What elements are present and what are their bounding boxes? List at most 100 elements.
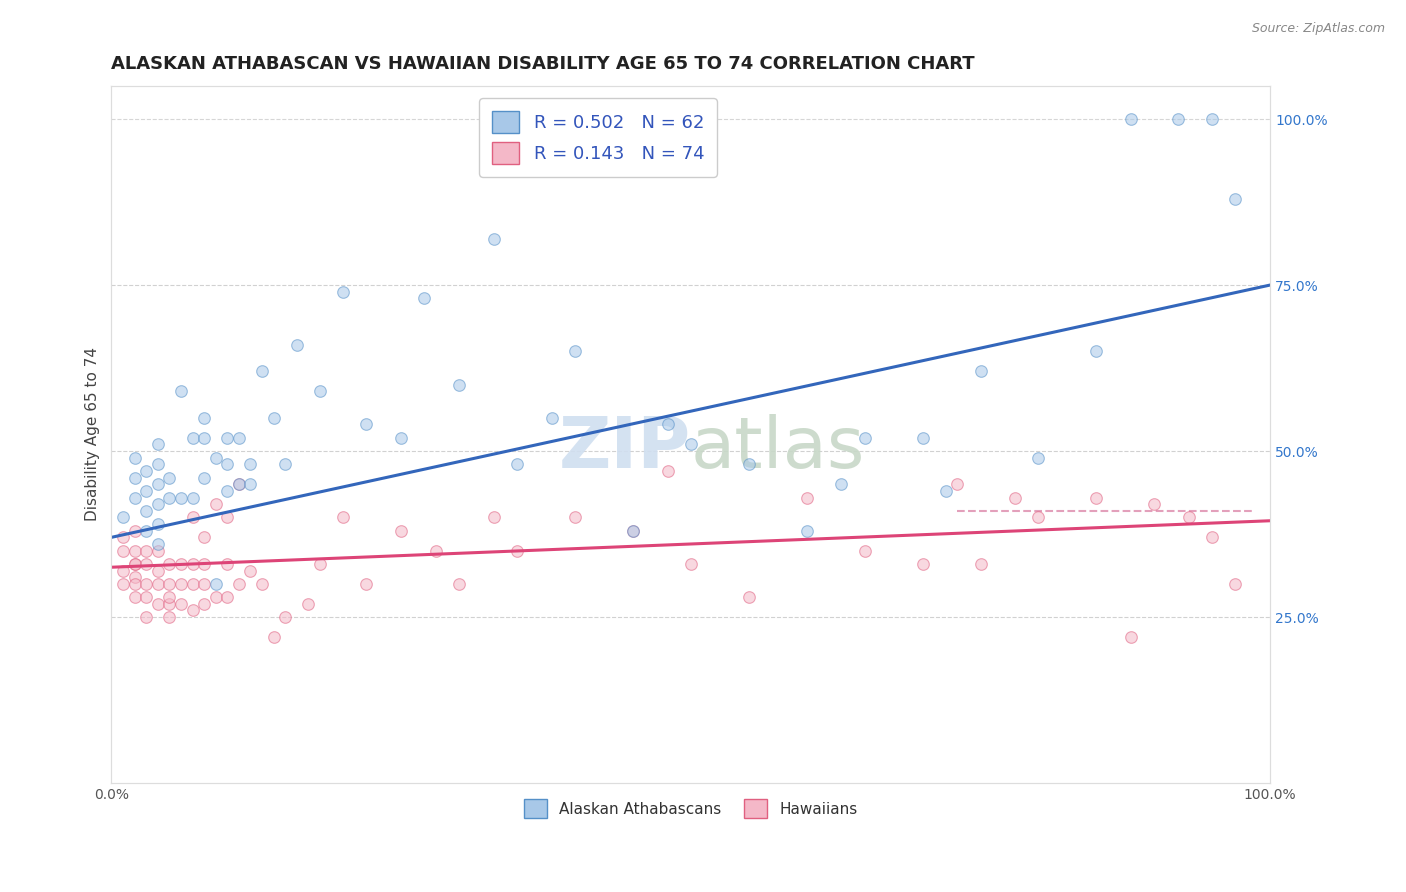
Point [146,597,169,611]
Point [217,431,239,445]
Point [911,431,934,445]
Point [621,524,644,538]
Point [1201,112,1223,126]
Text: atlas: atlas [690,414,865,483]
Point [157,577,180,591]
Point [228,477,250,491]
Point [124,577,146,591]
Point [1085,344,1108,359]
Point [135,610,157,624]
Point [146,543,169,558]
Point [146,537,169,551]
Point [506,458,529,472]
Point [657,417,679,432]
Text: ALASKAN ATHABASCAN VS HAWAIIAN DISABILITY AGE 65 TO 74 CORRELATION CHART: ALASKAN ATHABASCAN VS HAWAIIAN DISABILIT… [111,55,974,73]
Point [181,510,204,524]
Point [1028,450,1050,465]
Point [146,458,169,472]
Point [217,458,239,472]
Point [157,470,180,484]
Point [217,557,239,571]
Point [679,557,702,571]
Point [1004,491,1026,505]
Point [263,410,285,425]
Point [170,597,193,611]
Point [135,557,157,571]
Point [425,543,447,558]
Point [181,603,204,617]
Point [935,483,957,498]
Point [250,364,273,378]
Point [124,557,146,571]
Point [204,497,226,511]
Point [181,557,204,571]
Point [239,564,262,578]
Point [124,543,146,558]
Point [1028,510,1050,524]
Text: ZIP: ZIP [558,414,690,483]
Point [969,557,991,571]
Point [274,458,297,472]
Point [146,517,169,532]
Point [204,577,226,591]
Point [124,450,146,465]
Point [135,590,157,604]
Point [193,470,215,484]
Point [135,543,157,558]
Point [482,231,505,245]
Point [506,543,529,558]
Point [796,491,818,505]
Point [1178,510,1201,524]
Point [170,577,193,591]
Point [389,524,412,538]
Point [111,577,134,591]
Point [1121,630,1143,644]
Point [1225,577,1247,591]
Point [124,557,146,571]
Point [193,577,215,591]
Point [146,497,169,511]
Point [309,384,332,399]
Point [356,417,378,432]
Point [297,597,319,611]
Point [332,510,354,524]
Point [796,524,818,538]
Point [157,491,180,505]
Point [204,590,226,604]
Point [853,543,876,558]
Point [146,564,169,578]
Point [193,431,215,445]
Point [738,590,761,604]
Point [135,577,157,591]
Point [228,431,250,445]
Point [181,491,204,505]
Point [193,410,215,425]
Point [250,577,273,591]
Point [217,510,239,524]
Point [217,483,239,498]
Point [356,577,378,591]
Point [146,577,169,591]
Point [911,557,934,571]
Point [1225,192,1247,206]
Point [193,530,215,544]
Point [946,477,969,491]
Point [1085,491,1108,505]
Point [146,477,169,491]
Point [1167,112,1189,126]
Point [853,431,876,445]
Point [124,491,146,505]
Point [135,483,157,498]
Point [1143,497,1166,511]
Point [621,524,644,538]
Point [146,437,169,451]
Point [181,431,204,445]
Point [135,504,157,518]
Point [830,477,852,491]
Point [239,458,262,472]
Point [193,597,215,611]
Point [170,384,193,399]
Point [181,577,204,591]
Point [170,557,193,571]
Point [124,590,146,604]
